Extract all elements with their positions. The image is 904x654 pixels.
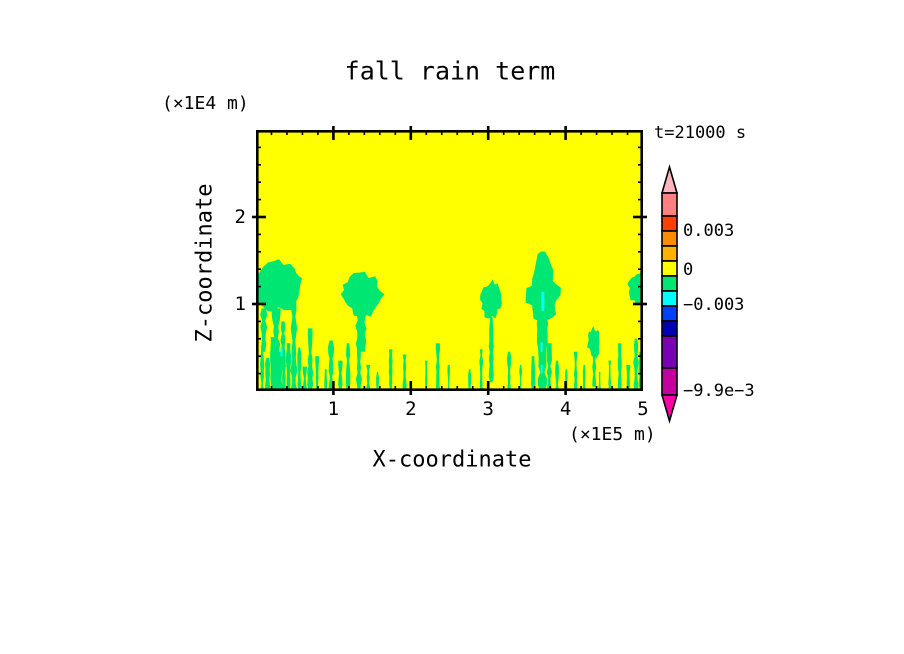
x-tick-label: 2 [405,398,417,420]
rain-streak [617,343,622,391]
rain-streak [506,351,512,390]
rain-streak [302,366,307,390]
plume-blob [627,271,643,306]
rain-streak [281,364,287,390]
rain-streak [307,328,314,391]
plot-canvas [252,126,647,395]
colorbar-segment [661,192,678,217]
rain-streak [555,360,560,391]
rain-streak [546,343,553,390]
plume-blob [587,326,600,359]
rain-streak [376,371,379,391]
x-axis-title: X-coordinate [372,447,532,473]
colorbar-bottom-arrow [660,394,679,424]
rain-streak [366,364,371,390]
colorbar-segment [661,320,678,337]
rain-streak [435,343,440,390]
rain-streak [265,357,271,391]
rain-streak [468,369,472,390]
rain-streak [338,360,343,391]
rain-streak [608,360,611,390]
cyan-fleck [540,364,543,374]
rain-streak [260,308,268,352]
colorbar-segment [661,230,678,247]
plume-blob [525,251,561,322]
plume-blob [256,259,303,312]
rain-streak [633,338,639,391]
time-label: t=21000 s [654,123,747,143]
colorbar [660,164,679,424]
rain-streak [479,349,484,391]
x-tick-label: 4 [559,398,572,420]
rain-streak [582,364,586,390]
colorbar-segment [661,260,678,277]
rain-streak [357,311,367,352]
colorbar-segment [661,290,678,307]
rain-streak [598,371,601,391]
rain-streak [260,345,265,390]
rain-streak [345,343,351,390]
rain-streak [388,349,393,390]
colorbar-segment [661,245,678,262]
rain-streak [519,364,523,391]
rain-streak [488,317,494,383]
rain-streak [626,364,631,390]
rain-streak [402,354,407,391]
x-axis-unit: (×1E5 m) [569,424,656,445]
x-tick-label: 1 [327,398,340,420]
colorbar-segment [661,305,678,322]
rain-streak [573,351,578,391]
y-axis-title: Z-coordinate [192,183,218,343]
colorbar-segment [661,367,678,396]
cyan-fleck [540,342,543,352]
chart-title: fall rain term [344,56,556,86]
rain-streak [425,360,428,387]
rain-streak [592,354,597,387]
cyan-fleck [280,347,283,357]
x-tick-label: 5 [637,398,649,420]
rain-streak [280,321,286,365]
rain-streak [324,369,327,391]
rain-streak [447,364,450,391]
colorbar-segment [661,275,678,292]
rain-streak [531,356,536,390]
field-background [256,130,643,391]
colorbar-label: 0 [683,260,694,280]
colorbar-label: −9.9e−3 [683,381,755,401]
plot-border [255,129,643,391]
rain-streak [328,340,334,390]
plume-blob [340,271,385,317]
rain-streak [297,347,302,391]
colorbar-label: 0.003 [683,221,735,241]
colorbar-segment [661,335,678,369]
rain-streak [536,317,549,391]
y-axis-unit: (×1E4 m) [162,93,249,114]
plume-blob [480,279,502,319]
colorbar-segment [661,215,678,232]
y-tick-label: 2 [234,206,246,228]
rain-streak [285,343,292,391]
rain-streak [315,356,319,390]
y-tick-label: 1 [234,293,246,315]
cyan-fleck [541,291,545,311]
colorbar-top-arrow [660,164,679,194]
colorbar-label: −0.003 [683,295,745,315]
x-tick-label: 3 [482,398,494,420]
